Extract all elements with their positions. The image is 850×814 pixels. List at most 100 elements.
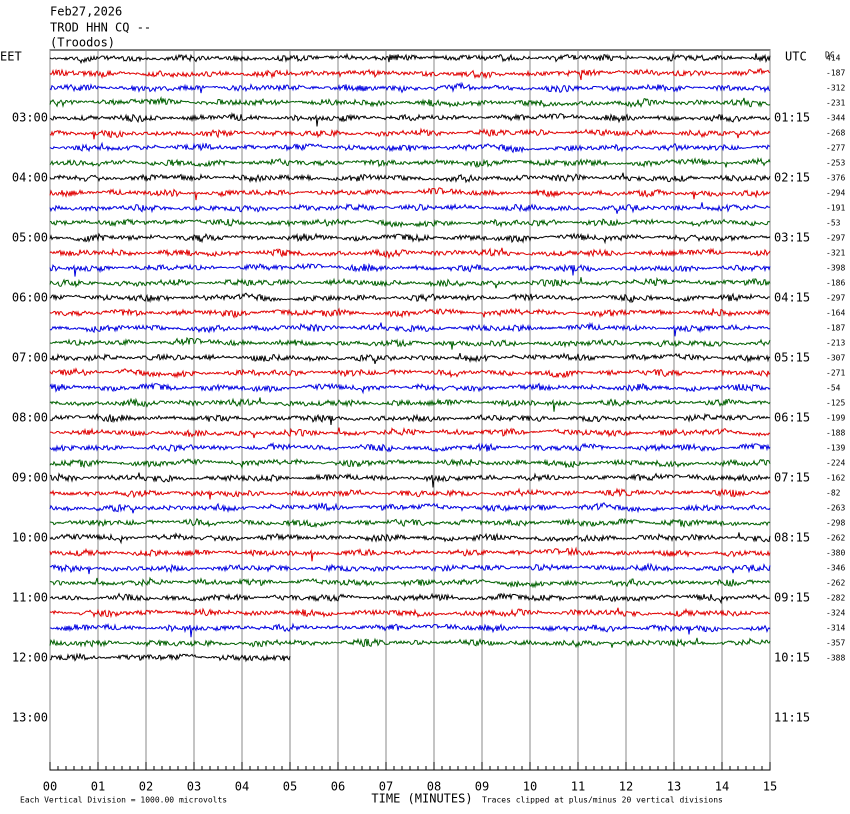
trace bbox=[49, 232, 771, 245]
right-time-label: 07:15 bbox=[774, 471, 810, 485]
x-tick-label: 04 bbox=[235, 780, 249, 794]
right-time-label: 01:15 bbox=[774, 111, 810, 125]
left-time-label: 10:00 bbox=[12, 531, 48, 545]
right-time-label: 03:15 bbox=[774, 231, 810, 245]
dc-offset: -388 bbox=[826, 654, 845, 663]
dc-offset: -277 bbox=[826, 144, 845, 153]
dc-offset: -321 bbox=[826, 249, 845, 258]
dc-offset: -54 bbox=[826, 384, 841, 393]
trace bbox=[49, 412, 771, 426]
trace bbox=[49, 276, 771, 289]
trace bbox=[49, 517, 771, 529]
dc-offset: -186 bbox=[826, 279, 845, 288]
trace bbox=[49, 427, 771, 439]
x-tick-label: 05 bbox=[283, 780, 297, 794]
trace bbox=[49, 502, 771, 514]
trace bbox=[49, 187, 771, 201]
trace bbox=[49, 637, 771, 649]
station: TROD HHN CQ -- bbox=[50, 21, 151, 35]
left-time-label: 13:00 bbox=[12, 711, 48, 725]
left-time-label: 06:00 bbox=[12, 291, 48, 305]
trace bbox=[49, 472, 771, 488]
dc-offset: -262 bbox=[826, 534, 845, 543]
right-time-label: 09:15 bbox=[774, 591, 810, 605]
dc-offset: -298 bbox=[826, 519, 845, 528]
dc-title: DC bbox=[825, 51, 835, 60]
dc-offset: -268 bbox=[826, 129, 845, 138]
dc-offset: -263 bbox=[826, 504, 845, 513]
trace bbox=[49, 352, 771, 365]
trace bbox=[49, 441, 771, 453]
right-time-label: 10:15 bbox=[774, 651, 810, 665]
x-tick-label: 01 bbox=[91, 780, 105, 794]
scale-note: Each Vertical Division = 1000.00 microvo… bbox=[20, 796, 227, 805]
trace bbox=[49, 458, 771, 470]
dc-offset: -297 bbox=[826, 234, 845, 243]
trace bbox=[49, 382, 771, 395]
dc-offset: -231 bbox=[826, 99, 845, 108]
dc-offset: -191 bbox=[826, 204, 845, 213]
left-time-label: 11:00 bbox=[12, 591, 48, 605]
dc-offset: -297 bbox=[826, 294, 845, 303]
dc-offset: -271 bbox=[826, 369, 845, 378]
x-tick-label: 06 bbox=[331, 780, 345, 794]
dc-offset: -199 bbox=[826, 414, 845, 423]
dc-offset: -224 bbox=[826, 459, 845, 468]
trace bbox=[49, 218, 771, 229]
x-tick-label: 07 bbox=[379, 780, 393, 794]
trace bbox=[49, 52, 771, 65]
dc-offset: -312 bbox=[826, 84, 845, 93]
trace bbox=[49, 321, 771, 337]
dc-offset: -162 bbox=[826, 474, 845, 483]
dc-offset: -376 bbox=[826, 174, 845, 183]
trace bbox=[49, 487, 771, 500]
dc-offset: -346 bbox=[826, 564, 845, 573]
trace bbox=[49, 592, 771, 605]
trace bbox=[49, 652, 291, 663]
x-tick-label: 09 bbox=[475, 780, 489, 794]
left-time-label: 09:00 bbox=[12, 471, 48, 485]
trace bbox=[49, 307, 771, 319]
dc-offset: -139 bbox=[826, 444, 845, 453]
clip-note: Traces clipped at plus/minus 20 vertical… bbox=[482, 796, 723, 805]
trace bbox=[49, 546, 771, 562]
x-tick-label: 15 bbox=[763, 780, 777, 794]
left-time-label: 08:00 bbox=[12, 411, 48, 425]
dc-offset: -314 bbox=[826, 624, 845, 633]
trace bbox=[49, 141, 771, 154]
x-axis-title: TIME (MINUTES) bbox=[371, 792, 472, 806]
right-time-label: 05:15 bbox=[774, 351, 810, 365]
trace bbox=[49, 262, 771, 277]
trace bbox=[49, 157, 771, 169]
dc-offset: -294 bbox=[826, 189, 845, 198]
dc-offset: -282 bbox=[826, 594, 845, 603]
right-axis-title: UTC bbox=[785, 50, 807, 64]
left-time-label: 04:00 bbox=[12, 171, 48, 185]
location: (Troodos) bbox=[50, 36, 115, 50]
dc-offset: -307 bbox=[826, 354, 845, 363]
x-tick-label: 00 bbox=[43, 780, 57, 794]
x-tick-label: 13 bbox=[667, 780, 681, 794]
trace bbox=[49, 397, 771, 412]
x-tick-label: 14 bbox=[715, 780, 729, 794]
trace bbox=[49, 576, 771, 589]
trace bbox=[49, 367, 771, 379]
dc-offset: -187 bbox=[826, 324, 845, 333]
trace bbox=[49, 247, 771, 260]
x-tick-label: 08 bbox=[427, 780, 441, 794]
date: Feb27,2026 bbox=[50, 5, 122, 19]
dc-offset: -398 bbox=[826, 264, 845, 273]
left-time-label: 03:00 bbox=[12, 111, 48, 125]
dc-offset: 414 bbox=[826, 54, 841, 63]
left-time-label: 12:00 bbox=[12, 651, 48, 665]
dc-offset: -187 bbox=[826, 69, 845, 78]
dc-offset: -380 bbox=[826, 549, 845, 558]
trace bbox=[49, 532, 771, 545]
dc-offset: -357 bbox=[826, 639, 845, 648]
dc-offset: -164 bbox=[826, 309, 845, 318]
dc-offset: -125 bbox=[826, 399, 845, 408]
right-time-label: 08:15 bbox=[774, 531, 810, 545]
right-time-label: 11:15 bbox=[774, 711, 810, 725]
